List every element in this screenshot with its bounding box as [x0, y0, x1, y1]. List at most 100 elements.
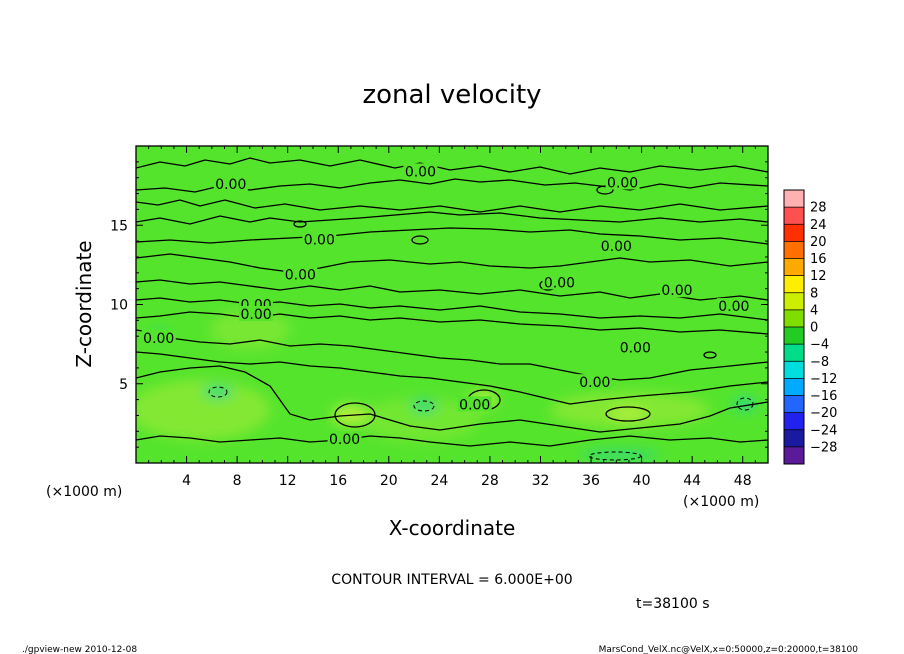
patch-peak-3 [610, 408, 646, 420]
y-tick-label: 5 [119, 377, 128, 393]
contour-line [136, 435, 768, 447]
x-axis-unit: (×1000 m) [683, 494, 759, 510]
x-tick-label: 48 [734, 473, 752, 489]
contour-line [136, 351, 768, 405]
colorbar-swatch [784, 258, 804, 277]
footer-left: ./gpview-new 2010-12-08 [22, 645, 137, 654]
contour-label: 0.00 [405, 164, 436, 180]
contour-line [136, 311, 768, 335]
contour-label-bg [618, 339, 653, 355]
patch-lower-left [136, 380, 270, 440]
x-tick-label: 16 [329, 473, 347, 489]
colorbar-swatch [784, 309, 804, 328]
x-tick-label: 36 [582, 473, 600, 489]
colorbar-swatch [784, 292, 804, 311]
contour-label: 0.00 [661, 283, 692, 299]
colorbar-label: −20 [810, 406, 837, 421]
patch-cyan-4 [580, 449, 660, 461]
contour-negative [736, 397, 754, 411]
x-axis-label: X-coordinate [389, 516, 516, 540]
colorbar-swatch [784, 207, 804, 225]
colorbar-swatch [784, 224, 804, 242]
y-tick-label: 15 [110, 218, 128, 234]
contour-label-bg [457, 396, 492, 412]
colorbar-label: 12 [810, 269, 827, 284]
contour-label: 0.00 [620, 340, 651, 356]
x-tick-label: 44 [683, 473, 701, 489]
contour-closed [596, 185, 614, 195]
x-tick-label: 12 [279, 473, 297, 489]
z-axis-unit: (×1000 m) [46, 484, 122, 500]
contour-line [136, 211, 768, 225]
x-tick-label: 28 [481, 473, 499, 489]
contour-line [136, 157, 768, 175]
colorbar-swatch [784, 275, 804, 294]
colorbar-swatch [784, 327, 804, 345]
colorbar-label: −16 [810, 389, 837, 404]
chart-title: zonal velocity [362, 80, 541, 110]
contour-label-bg [213, 176, 248, 192]
contour-label: 0.00 [544, 275, 575, 291]
x-tick-label: 8 [233, 473, 242, 489]
contour-closed [411, 235, 429, 245]
x-tick-label: 32 [532, 473, 550, 489]
contour-label-bg [239, 306, 274, 322]
colorbar-swatch [784, 344, 804, 362]
colorbar-label: −24 [810, 423, 837, 438]
colorbar-label: −4 [810, 338, 829, 353]
patch-lower-center [360, 398, 480, 442]
colorbar-label: −8 [810, 355, 829, 370]
colorbar-label: 16 [810, 252, 827, 267]
contour-negative [413, 400, 435, 412]
colorbar-label: −28 [810, 440, 837, 455]
contour-label-bg [577, 374, 612, 390]
contour-closed [605, 406, 651, 422]
plot-area: 0.00 0.00 0.00 0.00 0.00 0.00 0.00 0.00 0.00 0.00… [136, 146, 768, 463]
y-tick-label: 10 [110, 298, 128, 314]
contour-label: 0.00 [215, 177, 246, 193]
contour-label-bg [403, 163, 438, 179]
y-axis-label: Z-coordinate [72, 240, 96, 367]
colorbar-swatch [784, 378, 804, 396]
contour-label-bg [659, 282, 694, 298]
contour-line [136, 199, 768, 213]
contour-label: 0.00 [459, 397, 490, 413]
colorbar-label: 20 [810, 235, 827, 250]
colorbar: 28 24 20 16 12 8 4 0 −4 −8 −12 −16 −20 −24 −28 [783, 189, 837, 465]
contour-label: 0.00 [607, 175, 638, 191]
contour-label-bg [327, 431, 362, 447]
contour-label: 0.00 [304, 233, 335, 249]
contour-label-bg [302, 231, 337, 247]
contour-label: 0.00 [329, 432, 360, 448]
contour-interval-text: CONTOUR INTERVAL = 6.000E+00 [331, 572, 572, 588]
patch-cyan-1 [202, 385, 234, 399]
contour-closed [293, 220, 307, 228]
contour-lines [136, 157, 768, 447]
contour-line [136, 329, 768, 381]
contour-label: 0.00 [240, 307, 271, 323]
contour-label-bg [542, 274, 577, 290]
colorbar-swatch [784, 412, 804, 431]
contour-labels: 0.00 0.00 0.00 0.00 0.00 0.00 0.00 0.00 0.00 0.00… [141, 163, 751, 448]
colorbar-swatch [784, 241, 804, 259]
contour-label-bg [716, 298, 751, 314]
contour-negative [588, 451, 642, 461]
contour-line [136, 279, 768, 301]
contour-label: 0.00 [143, 331, 174, 347]
contour-label: 0.00 [601, 239, 632, 255]
colorbar-swatch [784, 429, 804, 448]
colorbar-swatch [784, 395, 804, 414]
contour-closed [703, 351, 717, 359]
contour-line [136, 227, 768, 245]
x-tick-label: 20 [380, 473, 398, 489]
contour-label-bg [605, 174, 640, 190]
colorbar-label: 8 [810, 286, 818, 301]
colorbar-label: 4 [810, 303, 818, 318]
colorbar-label: 0 [810, 321, 818, 336]
colorbar-swatch [784, 190, 804, 208]
contour-closed [334, 402, 376, 428]
colorbar-swatch [784, 446, 804, 465]
contour-label-bg [283, 266, 318, 282]
